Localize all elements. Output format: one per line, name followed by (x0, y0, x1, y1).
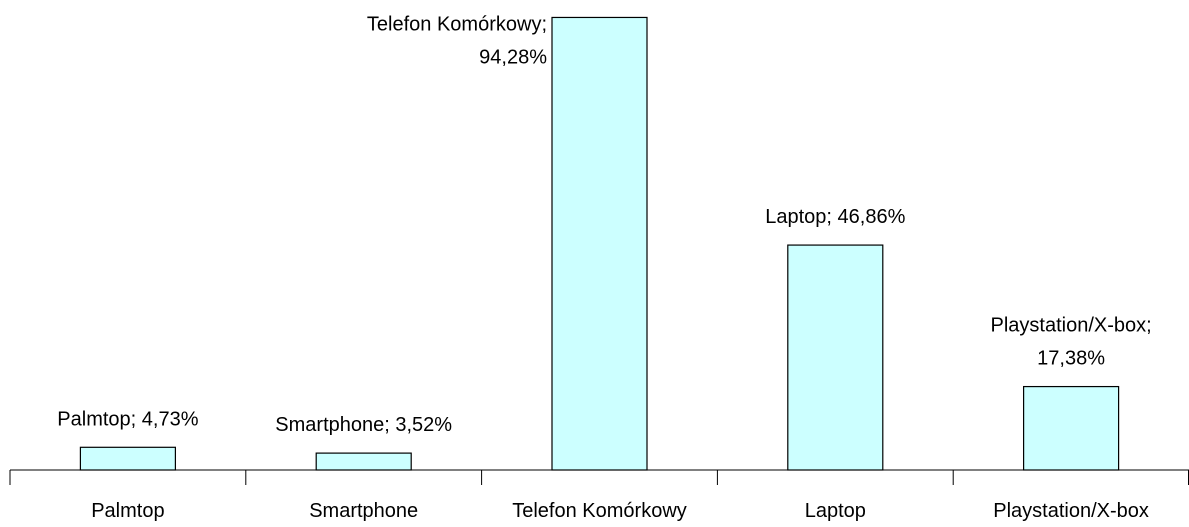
bar (551, 16, 648, 471)
x-tick-label: Laptop (805, 500, 866, 522)
data-label: 94,28% (479, 46, 547, 68)
x-tick-label: Palmtop (91, 500, 164, 522)
x-tick-label: Telefon Komórkowy (512, 500, 687, 522)
data-label: Palmtop; 4,73% (57, 408, 198, 430)
data-label: Laptop; 46,86% (765, 206, 905, 228)
bar (315, 452, 412, 471)
x-tick-label: Playstation/X-box (993, 500, 1149, 522)
data-label: 17,38% (1037, 348, 1105, 370)
bar (79, 446, 177, 471)
data-label: Smartphone; 3,52% (275, 414, 452, 436)
bar (1022, 385, 1120, 471)
data-label: Playstation/X-box; (990, 315, 1151, 337)
x-tick-label: Smartphone (309, 500, 418, 522)
bar (787, 244, 884, 471)
data-label: Telefon Komórkowy; (367, 13, 547, 35)
